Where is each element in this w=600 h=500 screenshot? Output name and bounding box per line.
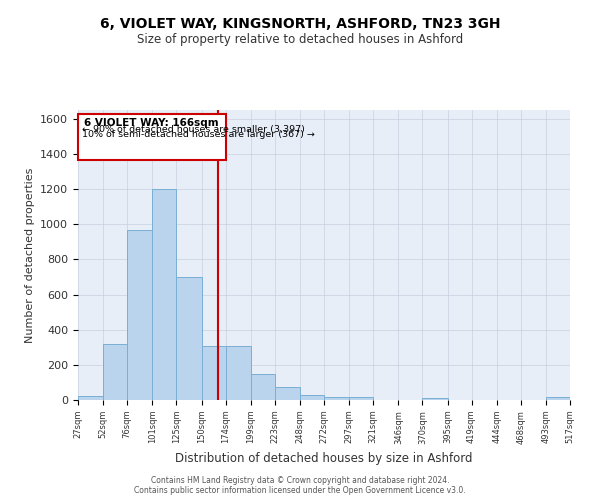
Y-axis label: Number of detached properties: Number of detached properties — [25, 168, 35, 342]
Bar — [103, 344, 127, 400]
Bar — [127, 230, 152, 400]
Text: 6, VIOLET WAY, KINGSNORTH, ASHFORD, TN23 3GH: 6, VIOLET WAY, KINGSNORTH, ASHFORD, TN23… — [100, 18, 500, 32]
Bar — [202, 346, 226, 400]
Bar — [422, 398, 448, 400]
Text: Size of property relative to detached houses in Ashford: Size of property relative to detached ho… — [137, 32, 463, 46]
Text: ← 90% of detached houses are smaller (3,397): ← 90% of detached houses are smaller (3,… — [82, 124, 305, 134]
X-axis label: Distribution of detached houses by size in Ashford: Distribution of detached houses by size … — [175, 452, 473, 465]
Bar — [546, 398, 570, 400]
Text: 6 VIOLET WAY: 166sqm: 6 VIOLET WAY: 166sqm — [85, 118, 219, 128]
Text: 10% of semi-detached houses are larger (367) →: 10% of semi-detached houses are larger (… — [82, 130, 315, 139]
Bar — [78, 396, 103, 400]
Bar — [226, 346, 251, 400]
Bar — [176, 277, 202, 400]
Bar — [275, 387, 300, 400]
Bar — [152, 189, 176, 400]
Text: Contains public sector information licensed under the Open Government Licence v3: Contains public sector information licen… — [134, 486, 466, 495]
Bar — [324, 398, 349, 400]
FancyBboxPatch shape — [78, 114, 226, 160]
Bar — [349, 398, 373, 400]
Bar — [300, 394, 324, 400]
Text: Contains HM Land Registry data © Crown copyright and database right 2024.: Contains HM Land Registry data © Crown c… — [151, 476, 449, 485]
Bar — [251, 374, 275, 400]
